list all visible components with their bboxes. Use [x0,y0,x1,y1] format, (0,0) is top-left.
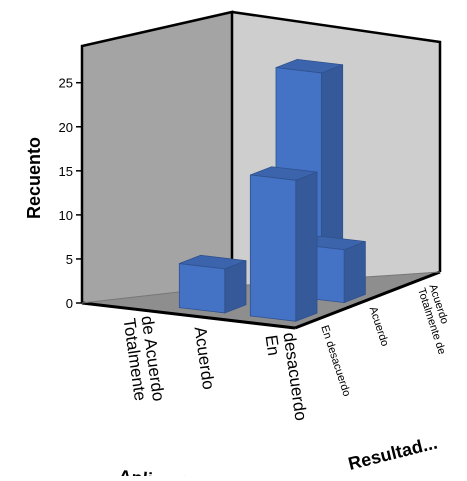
back-wall [82,12,232,303]
x-axis-title: Aplicación [118,466,211,476]
z-category-label: Acuerdo [367,305,391,348]
z-category-label: En desacuerdo [318,324,352,398]
bar [249,166,318,322]
y-axis-title: Recuento [24,137,44,219]
bar-front-face [249,174,297,322]
bar-side-face [343,240,366,304]
y-tick-label: 10 [59,208,73,223]
bar-side-face [224,260,247,314]
bar [178,254,247,314]
bar-side-face [295,171,318,322]
back-wall-frame [80,10,234,303]
bars [178,58,366,322]
y-tick-label: 20 [59,120,73,135]
y-tick-label: 25 [59,76,73,91]
y-axis-ticks: 0 5 10 15 20 25 [59,76,82,311]
y-tick-label: 0 [66,296,73,311]
z-category-label: Totalmente deAcuerdo [415,283,459,356]
x-axis-line [81,301,296,330]
x-category-labels: Totalmentede Acuerdo Acuerdo Endesacuerdo [120,315,311,424]
z-axis-title: Resultad... [346,432,439,473]
x-category-label: Endesacuerdo [262,331,311,424]
z-axis-line [294,270,441,330]
x-category-label: Totalmentede Acuerdo [120,315,169,405]
bar-front-face [178,263,226,314]
side-wall-frame [231,10,442,272]
y-tick-label: 15 [59,164,73,179]
x-category-label: Acuerdo [191,325,219,390]
y-tick-label: 5 [66,252,73,267]
